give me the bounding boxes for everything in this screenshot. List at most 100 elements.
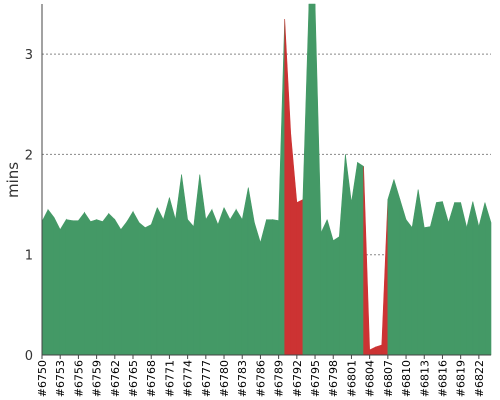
area-segment-#6769 xyxy=(156,207,164,356)
x-tick-label: #6765 xyxy=(127,360,140,397)
area-segment-#6797 xyxy=(326,219,334,356)
area-segment-#6816 xyxy=(442,201,449,356)
area-segment-#6779 xyxy=(217,207,225,356)
x-tick-label: #6774 xyxy=(182,360,195,397)
area-segment-#6805 xyxy=(375,344,383,356)
x-tick-label: #6762 xyxy=(109,360,122,397)
area-segment-#6820 xyxy=(466,201,474,356)
area-segment-#6789 xyxy=(278,19,286,356)
area-segment-#6804 xyxy=(369,346,377,356)
area-segment-#6760 xyxy=(102,212,110,356)
x-tick-label: #6753 xyxy=(54,360,67,397)
x-tick-label: #6810 xyxy=(400,360,413,397)
area-segment-#6785 xyxy=(254,222,261,356)
area-segment-#6811 xyxy=(411,189,419,356)
x-tick-label: #6804 xyxy=(364,360,377,397)
area-segment-#6809 xyxy=(399,199,407,356)
y-axis-title: mins xyxy=(4,162,22,198)
area-segment-#6784 xyxy=(247,187,255,356)
area-segment-#6764 xyxy=(126,210,134,356)
area-segment-#6765 xyxy=(132,211,140,356)
area-segment-#6799 xyxy=(339,154,346,356)
area-segment-#6787 xyxy=(266,219,273,356)
area-segment-#6783 xyxy=(241,187,249,356)
y-axis-ticks: 0 1 2 3 xyxy=(25,48,33,364)
area-segment-#6819 xyxy=(460,202,468,356)
area-segment-#6766 xyxy=(138,221,146,356)
area-segment-#6782 xyxy=(235,208,243,356)
area-segment-#6790 xyxy=(284,19,292,356)
x-tick-label: #6816 xyxy=(436,360,449,397)
x-tick-label: #6768 xyxy=(145,360,158,397)
area-segment-#6763 xyxy=(120,220,128,356)
x-tick-label: #6780 xyxy=(218,360,231,397)
area-segment-#6759 xyxy=(96,219,103,356)
area-segment-#6818 xyxy=(454,202,461,356)
area-segment-#6753 xyxy=(59,218,67,356)
area-segment-#6776 xyxy=(199,174,207,356)
y-tick-label: 1 xyxy=(25,249,33,264)
x-tick-label: #6822 xyxy=(473,360,486,397)
area-segment-#6817 xyxy=(448,202,455,356)
area-segment-#6752 xyxy=(53,217,61,356)
area-segment-#6778 xyxy=(211,209,219,356)
area-segment-#6821 xyxy=(472,201,480,356)
x-tick-label: #6750 xyxy=(36,360,49,397)
area-segment-#6808 xyxy=(393,179,401,356)
area-segment-#6771 xyxy=(169,197,176,356)
x-axis-ticks: #6750 #6753 #6756 #6759 #6762 #6765 #6768 #6771… xyxy=(36,355,486,397)
area-segment-#6773 xyxy=(181,174,188,356)
area-segment-#6775 xyxy=(193,174,201,356)
area-segment-#6770 xyxy=(163,197,170,356)
area-segment-#6798 xyxy=(332,236,340,356)
area-segment-#6814 xyxy=(430,202,437,356)
x-tick-label: #6759 xyxy=(91,360,104,397)
area-segment-#6792 xyxy=(296,199,304,356)
x-tick-label: #6813 xyxy=(418,360,431,397)
area-segment-#6803 xyxy=(363,166,370,356)
area-segment-#6812 xyxy=(417,189,425,356)
area-segment-#6750 xyxy=(41,209,49,356)
area-segment-#6800 xyxy=(345,154,352,356)
area-segment-undefined xyxy=(484,202,492,356)
area-segment-#6756 xyxy=(78,211,85,356)
x-tick-label: #6795 xyxy=(309,360,322,397)
area-segment-#6815 xyxy=(436,201,443,356)
x-tick-label: #6756 xyxy=(72,360,85,397)
area-segment-#6762 xyxy=(114,218,122,356)
area-segment-#6810 xyxy=(405,218,413,356)
area-segment-#6813 xyxy=(423,226,431,356)
x-tick-label: #6777 xyxy=(200,360,213,397)
x-tick-label: #6771 xyxy=(163,360,176,397)
area-segment-#6757 xyxy=(84,211,91,356)
area-segment-#6801 xyxy=(351,162,358,356)
area-segment-#6768 xyxy=(150,207,158,356)
area-segment-#6754 xyxy=(65,219,73,356)
x-tick-label: #6783 xyxy=(236,360,249,397)
area-segment-#6796 xyxy=(320,219,328,356)
y-tick-label: 3 xyxy=(25,48,33,63)
axes xyxy=(41,4,491,356)
x-tick-label: #6792 xyxy=(291,360,304,397)
area-segment-#6751 xyxy=(47,208,55,356)
area-segment-#6794 xyxy=(308,3,316,356)
x-tick-label: #6819 xyxy=(455,360,468,397)
area-segment-#6806 xyxy=(381,199,389,356)
y-tick-label: 0 xyxy=(25,349,33,364)
area-segment-#6780 xyxy=(223,207,231,356)
area-segment-#6807 xyxy=(387,179,395,356)
area-segment-#6786 xyxy=(260,219,267,356)
x-tick-label: #6798 xyxy=(327,360,340,397)
area-segment-#6802 xyxy=(357,161,364,356)
x-tick-label: #6807 xyxy=(382,360,395,397)
x-tick-label: #6786 xyxy=(254,360,267,397)
area-segment-#6788 xyxy=(272,219,279,356)
area-segment-#6781 xyxy=(229,208,237,356)
area-segment-#6758 xyxy=(90,219,97,356)
area-segment-#6767 xyxy=(144,224,152,356)
area-segment-#6755 xyxy=(72,220,79,356)
series-area xyxy=(41,3,492,356)
area-segment-#6795 xyxy=(314,3,322,356)
